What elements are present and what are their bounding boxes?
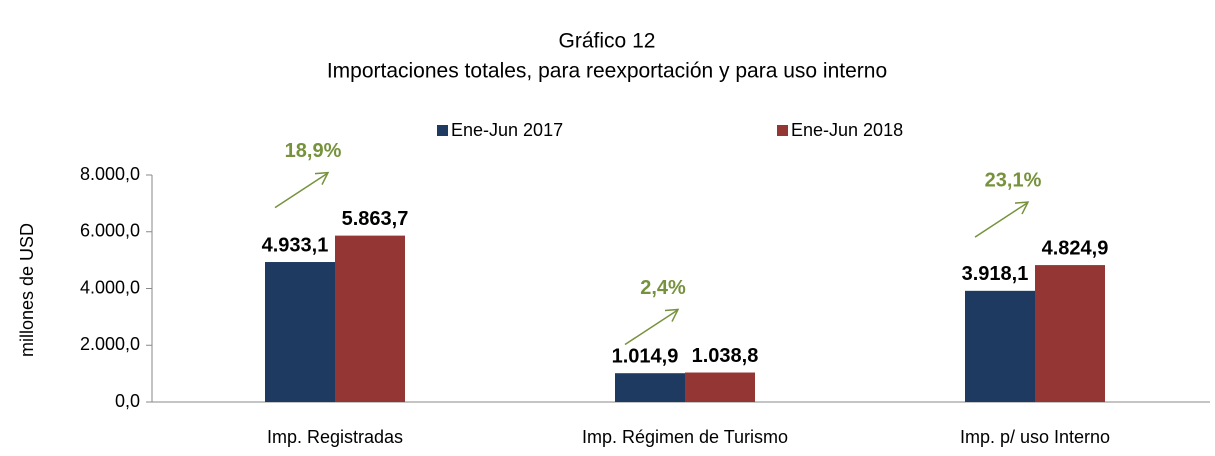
value-label: 4.824,9 [1042,237,1109,259]
growth-arrow [274,172,328,209]
growth-annotation: 2,4% [640,277,686,299]
growth-annotation: 18,9% [285,140,342,162]
legend-swatch [437,125,448,136]
legend-label: Ene-Jun 2017 [451,120,563,140]
y-tick-label: 0,0 [115,391,140,411]
arrow-head [1014,201,1030,215]
y-tick-label: 2.000,0 [80,334,140,354]
value-label: 4.933,1 [262,234,329,256]
y-tick-label: 6.000,0 [80,221,140,241]
growth-arrow [974,202,1028,238]
bar [685,372,755,402]
value-label: 1.014,9 [612,345,679,367]
value-label: 1.038,8 [692,345,759,367]
y-axis-label: millones de USD [17,223,37,357]
bar [335,235,405,402]
value-label: 5.863,7 [342,208,409,230]
growth-annotation: 23,1% [985,169,1042,191]
legend-swatch [777,125,788,136]
x-tick-label: Imp. p/ uso Interno [960,427,1110,447]
chart-title: Gráfico 12 [559,30,656,53]
x-tick-label: Imp. Régimen de Turismo [582,427,788,447]
y-tick-label: 8.000,0 [80,164,140,184]
bar [615,373,685,402]
arrow-head [314,171,330,185]
arrow-head [664,308,680,322]
chart-subtitle: Importaciones totales, para reexportació… [327,60,887,83]
bar [1035,265,1105,402]
y-tick-label: 4.000,0 [80,277,140,297]
growth-arrow [624,309,678,346]
bar [965,290,1035,402]
value-label: 3.918,1 [962,263,1029,285]
bar [265,262,335,402]
x-tick-label: Imp. Registradas [267,427,403,447]
legend-label: Ene-Jun 2018 [791,120,903,140]
